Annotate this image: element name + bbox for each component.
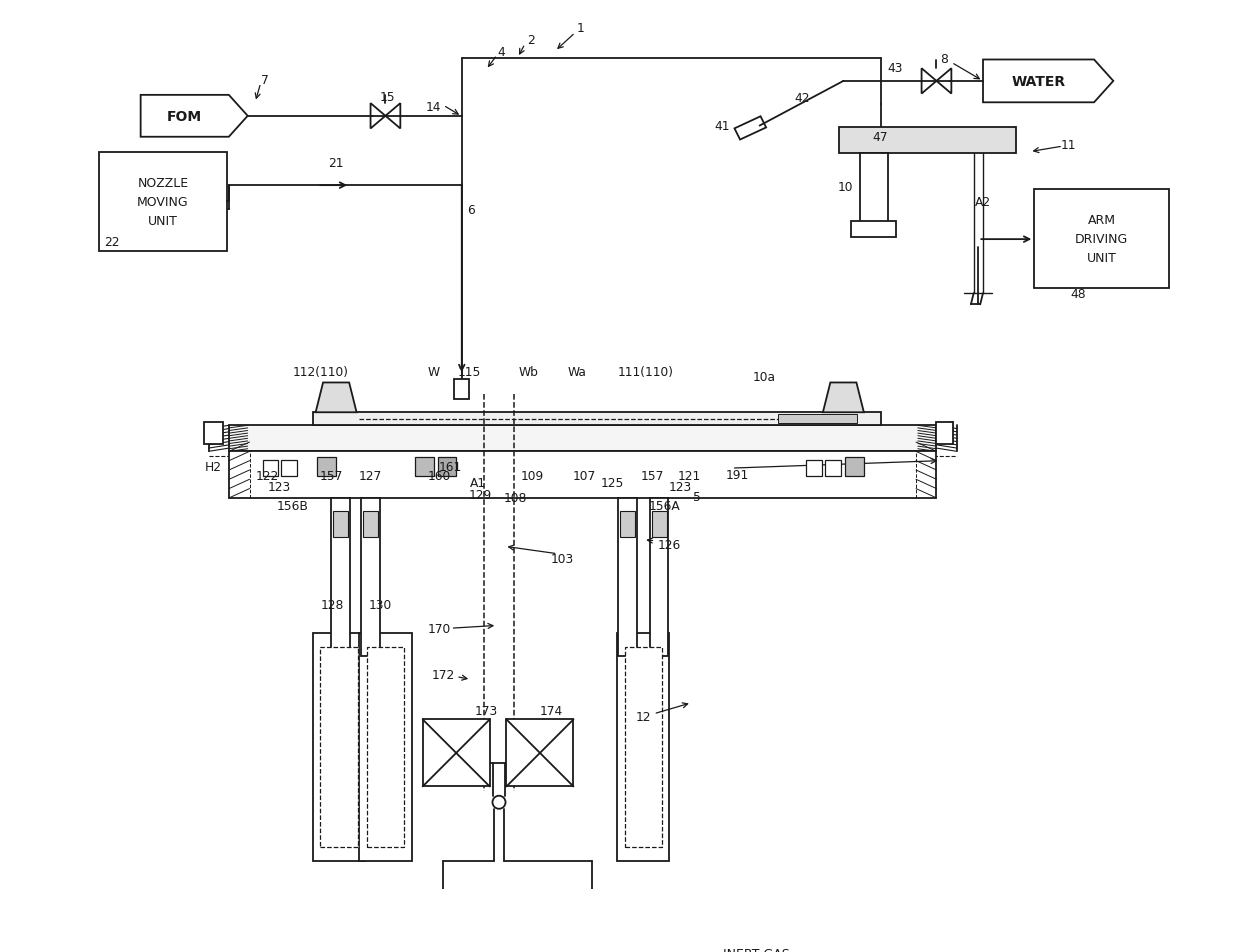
- Text: 47: 47: [873, 131, 888, 144]
- Text: WATER: WATER: [1012, 75, 1065, 89]
- Text: 112(110): 112(110): [293, 366, 348, 378]
- Text: 125: 125: [601, 477, 624, 490]
- Text: 2: 2: [527, 34, 534, 48]
- Text: 11: 11: [1061, 139, 1076, 151]
- Text: 115: 115: [458, 366, 481, 378]
- Bar: [650, 498, 668, 657]
- Bar: [506, 720, 573, 786]
- Bar: [454, 379, 469, 400]
- Text: 173: 173: [475, 704, 497, 717]
- Text: 127: 127: [358, 469, 382, 483]
- Text: 14: 14: [427, 101, 441, 114]
- Text: FOM: FOM: [167, 109, 202, 124]
- Text: Wa: Wa: [568, 366, 587, 378]
- Text: 41: 41: [714, 120, 730, 133]
- Text: 128: 128: [321, 599, 343, 612]
- Bar: [415, 458, 434, 476]
- Bar: [312, 633, 365, 861]
- Text: 126: 126: [657, 539, 681, 551]
- Text: 156B: 156B: [277, 499, 309, 512]
- Bar: [360, 633, 412, 861]
- Bar: [312, 413, 880, 426]
- Bar: [625, 647, 662, 847]
- Text: 161: 161: [439, 460, 463, 473]
- Text: A1: A1: [470, 477, 486, 490]
- Bar: [861, 154, 888, 224]
- Text: A2: A2: [975, 196, 991, 209]
- Text: 107: 107: [573, 469, 596, 483]
- Bar: [438, 458, 456, 476]
- Text: 170: 170: [428, 622, 451, 635]
- Text: W: W: [428, 366, 440, 378]
- Text: 10a: 10a: [753, 371, 775, 384]
- Bar: [281, 460, 298, 476]
- Text: H2: H2: [205, 460, 222, 473]
- Text: 111(110): 111(110): [618, 366, 675, 378]
- Text: 157: 157: [641, 469, 665, 483]
- Bar: [838, 129, 1016, 154]
- Bar: [317, 458, 336, 476]
- Bar: [203, 422, 222, 445]
- Bar: [99, 152, 227, 252]
- Bar: [367, 647, 404, 847]
- Text: 1: 1: [577, 22, 585, 35]
- Text: 191: 191: [727, 468, 749, 482]
- Bar: [331, 498, 350, 657]
- Bar: [363, 511, 378, 538]
- Text: 172: 172: [432, 668, 455, 682]
- Text: 130: 130: [370, 599, 392, 612]
- Text: 21: 21: [329, 157, 343, 170]
- Bar: [263, 460, 279, 476]
- Text: 4: 4: [497, 46, 505, 59]
- Polygon shape: [316, 383, 357, 413]
- Text: 15: 15: [379, 91, 396, 104]
- Bar: [825, 460, 841, 476]
- Text: ARM
DRIVING
UNIT: ARM DRIVING UNIT: [1075, 214, 1128, 265]
- Text: 123: 123: [268, 481, 291, 494]
- Text: 109: 109: [521, 469, 544, 483]
- Text: 122: 122: [255, 469, 279, 483]
- Bar: [361, 498, 379, 657]
- Text: 108: 108: [505, 492, 527, 505]
- Bar: [334, 511, 348, 538]
- Text: 5: 5: [693, 490, 701, 503]
- Text: Wb: Wb: [518, 366, 538, 378]
- Bar: [652, 511, 667, 538]
- Text: 123: 123: [668, 481, 692, 494]
- Bar: [320, 647, 357, 847]
- Text: 157: 157: [320, 469, 343, 483]
- Bar: [846, 458, 864, 476]
- Text: 10: 10: [837, 180, 853, 193]
- Bar: [851, 222, 895, 238]
- Bar: [806, 460, 822, 476]
- Text: 156A: 156A: [649, 499, 681, 512]
- Text: 42: 42: [795, 92, 810, 105]
- Text: 160: 160: [428, 469, 451, 483]
- Text: INERT GAS: INERT GAS: [723, 947, 790, 952]
- Bar: [779, 415, 857, 424]
- Text: 48: 48: [1070, 288, 1086, 300]
- Text: 121: 121: [677, 469, 701, 483]
- Text: 43: 43: [888, 62, 903, 75]
- Text: 22: 22: [104, 236, 119, 249]
- Polygon shape: [823, 383, 864, 413]
- Text: 6: 6: [467, 204, 475, 217]
- Text: 129: 129: [469, 488, 492, 501]
- Text: 8: 8: [940, 53, 947, 66]
- Bar: [620, 511, 635, 538]
- Bar: [1034, 189, 1169, 289]
- Bar: [618, 498, 637, 657]
- Text: 174: 174: [539, 704, 563, 717]
- Text: 12: 12: [636, 710, 651, 724]
- Bar: [423, 720, 490, 786]
- Bar: [229, 426, 936, 452]
- Text: NOZZLE
MOVING
UNIT: NOZZLE MOVING UNIT: [138, 177, 188, 228]
- Bar: [618, 633, 670, 861]
- Text: 103: 103: [551, 552, 574, 565]
- Bar: [936, 422, 954, 445]
- Text: 7: 7: [260, 73, 268, 87]
- Bar: [229, 452, 936, 498]
